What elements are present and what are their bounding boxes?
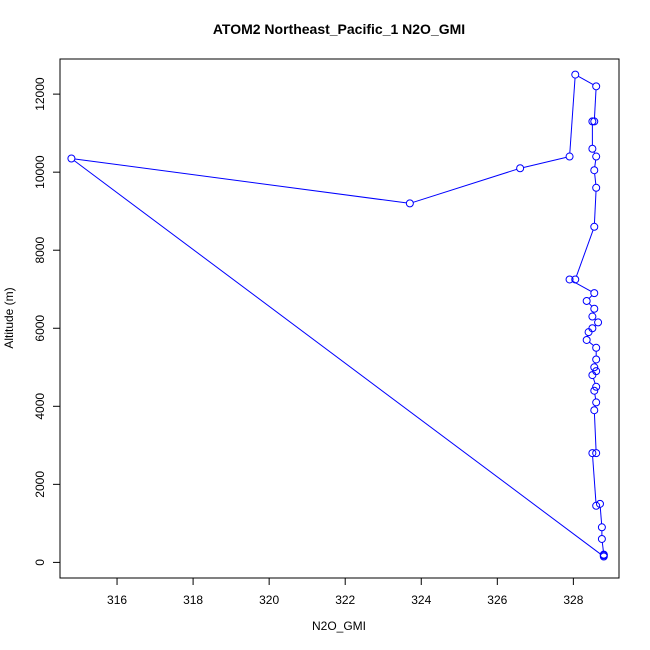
- series-segment: [589, 341, 594, 346]
- data-point: [592, 367, 601, 376]
- data-point: [67, 154, 76, 163]
- data-point: [592, 152, 601, 161]
- x-tick-label: 326: [487, 593, 507, 607]
- plot-frame: [59, 58, 620, 579]
- data-point: [595, 499, 604, 508]
- y-axis-label: Altitude (m): [2, 287, 16, 348]
- data-point: [405, 199, 414, 208]
- y-tick-label: 0: [33, 559, 47, 566]
- data-point: [594, 318, 603, 327]
- data-point: [584, 328, 593, 337]
- data-point: [582, 335, 591, 344]
- data-point: [565, 152, 574, 161]
- series-0: [67, 70, 608, 561]
- data-point: [588, 324, 597, 333]
- series-segment: [569, 78, 576, 154]
- x-axis: 316 318 320 322 324 326 328: [107, 577, 584, 607]
- data-point: [588, 144, 597, 153]
- series-segment: [592, 378, 596, 384]
- data-point: [588, 312, 597, 321]
- data-point: [592, 355, 601, 364]
- data-point: [599, 550, 608, 559]
- y-tick-label: 8000: [33, 237, 47, 264]
- data-point: [590, 117, 599, 126]
- series-segment: [588, 303, 593, 307]
- data-point: [592, 343, 601, 352]
- x-tick-label: 328: [563, 593, 583, 607]
- data-point: [599, 552, 608, 561]
- y-tick-label: 10000: [33, 155, 47, 189]
- data-point: [590, 406, 599, 415]
- y-tick-label: 2000: [33, 471, 47, 498]
- series-layer: [67, 70, 608, 561]
- data-point: [590, 363, 599, 372]
- series-segment: [594, 173, 597, 185]
- series-segment: [593, 89, 597, 118]
- series-segment: [592, 456, 597, 503]
- data-point: [571, 275, 580, 284]
- series-segment: [73, 160, 602, 555]
- data-point: [590, 289, 599, 298]
- series-segment: [588, 295, 593, 299]
- x-tick-label: 318: [183, 593, 203, 607]
- data-point: [571, 70, 580, 79]
- y-tick-label: 6000: [33, 315, 47, 342]
- y-tick-label: 4000: [33, 393, 47, 420]
- data-point: [592, 449, 601, 458]
- series-segment: [578, 75, 594, 86]
- x-tick-label: 316: [107, 593, 127, 607]
- data-point: [592, 183, 601, 192]
- series-segment: [594, 159, 597, 167]
- series-segment: [601, 542, 604, 552]
- series-segment: [594, 394, 597, 400]
- data-point: [592, 501, 601, 510]
- series-segment: [74, 158, 407, 204]
- data-point: [597, 523, 606, 532]
- data-point: [592, 382, 601, 391]
- x-tick-label: 324: [411, 593, 431, 607]
- series-segment: [523, 156, 567, 168]
- series-segment: [593, 413, 597, 450]
- series-segment: [575, 229, 594, 277]
- data-point: [592, 82, 601, 91]
- data-point: [590, 222, 599, 231]
- x-tick-label: 322: [335, 593, 355, 607]
- data-point: [565, 275, 574, 284]
- data-point: [588, 449, 597, 458]
- y-tick-label: 12000: [33, 77, 47, 111]
- x-tick-label: 320: [259, 593, 279, 607]
- chart-title: ATOM2 Northeast_Pacific_1 N2O_GMI: [213, 21, 465, 37]
- x-axis-label: N2O_GMI: [312, 619, 366, 633]
- data-point: [590, 166, 599, 175]
- y-axis: 0 2000 4000 6000 8000 10000 12000: [33, 77, 61, 566]
- data-point: [590, 304, 599, 313]
- series-segment: [593, 191, 597, 224]
- data-point: [516, 164, 525, 173]
- data-point: [588, 371, 597, 380]
- series-segment: [599, 507, 603, 524]
- data-point: [590, 386, 599, 395]
- data-point: [597, 534, 606, 543]
- series-segment: [413, 168, 517, 203]
- data-point: [582, 296, 591, 305]
- data-point: [592, 398, 601, 407]
